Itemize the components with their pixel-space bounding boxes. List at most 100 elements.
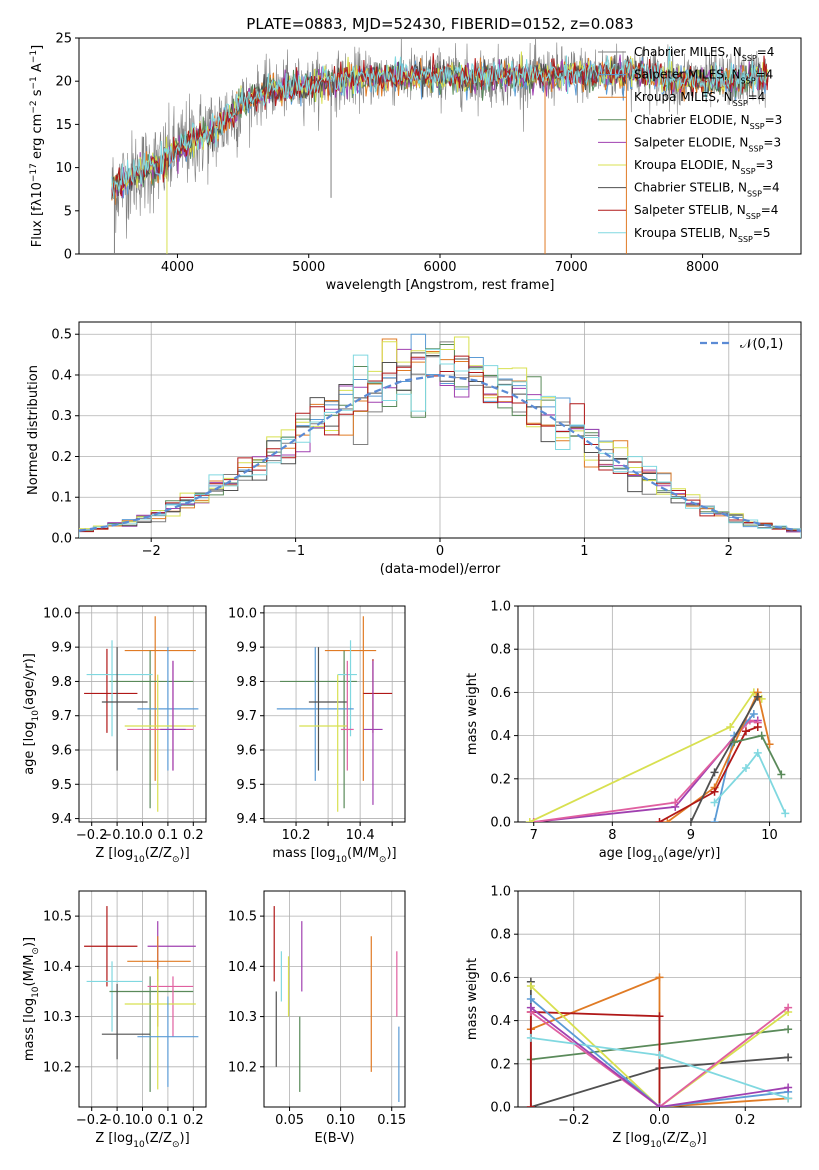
x-tick-label: 9 [687,828,695,843]
x-tick-label: 0.0 [649,1113,670,1128]
chart-massweight-vs-age: 7 8 9 10 0.0 0.2 0.4 0.6 0.8 1.0 age [log10(age/yr… [465,600,802,865]
y-tick-label: 10.4 [43,960,72,975]
y-axis-label: mass weight [465,958,480,1040]
errorbar-point [308,647,348,771]
x-axis-label: age [log10(age/yr)] [599,846,721,865]
y-tick-label: 0.2 [51,450,72,465]
series-marker [726,722,735,731]
series-marker [730,738,739,747]
y-tick-label: 0 [64,248,72,263]
x-axis-label: Z [log10(Z/Z⊙)] [612,1131,706,1150]
y-tick-label: 10.3 [228,1010,257,1025]
errorbar-point [363,659,393,733]
legend-label: Chabrier STELIB, NSSP=4 [634,181,780,199]
x-tick-label: 1 [580,544,588,559]
spectrum-model-line [111,46,769,198]
series-marker [784,1083,793,1092]
y-tick-label: 0.0 [490,1101,511,1116]
y-tick-label: 10.3 [43,1010,72,1025]
x-axis-label: (data-model)/error [380,562,501,577]
x-tick-label: 10.4 [346,828,375,843]
x-tick-label: −0.2 [558,1113,590,1128]
errorbar-point [160,660,186,771]
series-marker [784,1003,793,1012]
legend-label: Salpeter ELODIE, NSSP=3 [634,135,781,153]
y-tick-label: 10.4 [228,960,257,975]
figure-title: PLATE=0883, MJD=52430, FIBERID=0152, z=0… [246,15,633,33]
y-tick-label: 9.7 [236,709,257,724]
y-tick-label: 0.4 [51,368,72,383]
series-marker [655,1051,664,1060]
y-tick-label: 10.0 [43,606,72,621]
y-tick-label: 25 [55,32,72,47]
legend-label: 𝒩(0,1) [740,337,783,352]
y-tick-label: 9.6 [236,744,257,759]
series-line [529,691,763,822]
x-tick-label: 7000 [555,260,588,275]
x-axis-label: mass [log10(M/M⊙)] [272,846,396,865]
y-axis-label: age [log10(age/yr)] [22,653,41,775]
errorbar-point [137,647,199,771]
series-line [530,985,789,1107]
errorbar-point [340,660,354,771]
series-marker [686,818,695,822]
y-tick-label: 1.0 [490,885,511,900]
series-marker [655,1103,664,1107]
axes-frame [78,605,207,823]
y-tick-label: 5 [64,204,72,219]
legend: Chabrier MILES, NSSP=4 Salpeter MILES, NS… [598,45,782,243]
series-marker [741,727,750,736]
series-marker [757,731,766,740]
series-marker [526,995,535,1003]
x-tick-label: 0.05 [275,1113,304,1128]
chart-mass-vs-ebv: 0.05 0.10 0.15 10.2 10.3 10.4 10.5 E(B-V) [228,890,406,1146]
y-axis-label: mass [log10(M/M⊙)] [22,937,41,1061]
chart-mass-vs-Z: −0.2−0.1 0.0 0.1 0.2 10.2 10.3 10.4 10.5 Z [log1… [22,890,207,1150]
y-tick-label: 10.2 [43,1060,72,1075]
y-tick-label: 10.0 [228,606,257,621]
errorbar-point [147,921,196,982]
series-marker [655,973,664,982]
y-tick-label: 10.5 [228,910,257,925]
y-tick-label: 0.4 [490,729,511,744]
series-marker [753,722,762,731]
errorbar-point [363,660,383,805]
axes-frame [517,605,802,823]
y-tick-label: 9.8 [51,675,72,690]
series-marker [526,982,535,991]
legend-label: Chabrier ELODIE, NSSP=3 [634,113,782,131]
axes-frame [263,605,406,823]
errorbar-point [101,983,151,1060]
axes-frame [263,890,406,1108]
y-tick-label: 9.9 [51,641,72,656]
y-tick-label: 15 [55,118,72,133]
y-tick-label: 0.3 [51,409,72,424]
x-tick-label: 0.2 [183,828,204,843]
plot-area [526,973,793,1107]
x-tick-label: 8 [608,828,616,843]
x-tick-label: 0 [436,544,444,559]
series-marker [526,1033,535,1042]
series-marker [749,710,758,718]
x-tick-label: 8000 [686,260,719,275]
x-tick-label: 0.2 [735,1113,756,1128]
x-axis-label: Z [log10(Z/Z⊙)] [95,1131,189,1150]
y-tick-label: 0.8 [490,928,511,943]
series-marker [753,692,762,701]
y-tick-label: 0.2 [490,1057,511,1072]
x-tick-label: 0.10 [326,1113,355,1128]
x-tick-label: 10 [761,828,778,843]
chart-spectrum: 4000 5000 6000 7000 8000 0 5 10 15 20 25 wavelength… [29,32,802,293]
series-marker [671,798,680,807]
x-tick-label: 0.1 [158,1113,179,1128]
y-tick-label: 9.4 [51,812,72,827]
y-tick-label: 0.4 [490,1014,511,1029]
x-tick-label: 5000 [292,260,325,275]
plot-area [273,906,400,1102]
series-line [530,1006,789,1107]
legend-label: Chabrier MILES, NSSP=4 [634,45,774,63]
y-tick-label: 9.8 [236,675,257,690]
errorbar-point [101,647,148,771]
series-marker [663,818,672,822]
y-tick-label: 9.9 [236,641,257,656]
